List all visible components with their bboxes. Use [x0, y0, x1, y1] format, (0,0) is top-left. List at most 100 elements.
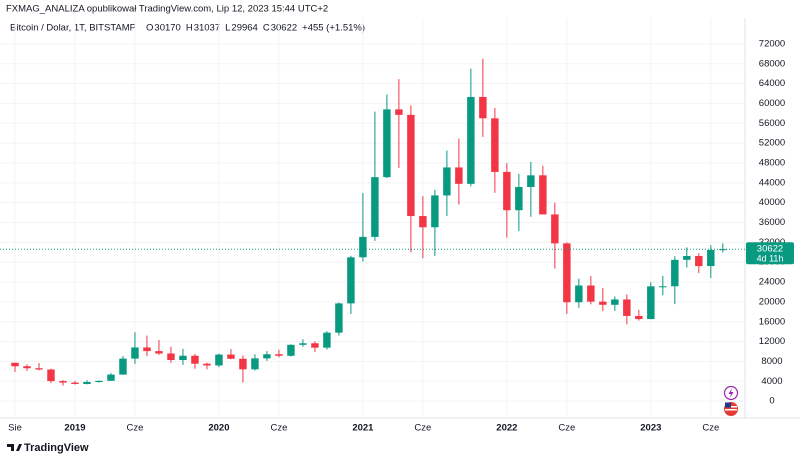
- candle-body: [695, 256, 703, 267]
- candle-body: [335, 303, 343, 333]
- y-tick-label: 44000: [759, 177, 785, 188]
- candle-body: [83, 381, 91, 384]
- header: FXMAG_ANALIZA opublikował TradingView.co…: [6, 4, 328, 15]
- y-tick-label: 64000: [759, 78, 785, 89]
- legend-key: O: [146, 23, 153, 34]
- x-tick-label: Cze: [414, 423, 431, 434]
- candle-body: [611, 299, 619, 305]
- x-tick-label: 2021: [352, 423, 374, 434]
- candle-body: [479, 96, 487, 119]
- candle-body: [71, 382, 79, 384]
- candle-body: [371, 177, 379, 237]
- candle-body: [443, 167, 451, 196]
- candle-body: [563, 243, 571, 303]
- logo-text: TradingView: [24, 442, 89, 454]
- y-tick-label: 24000: [759, 277, 785, 288]
- candle-body: [359, 236, 367, 258]
- candle-body: [347, 257, 355, 304]
- countdown: 4d 11h: [757, 254, 784, 264]
- candle-body: [311, 343, 319, 348]
- candle-body: [59, 381, 67, 383]
- y-tick-label: 40000: [759, 197, 785, 208]
- candle-body: [143, 347, 151, 352]
- candle-body: [635, 315, 643, 320]
- y-tick-label: 4000: [761, 376, 782, 387]
- candle-body: [491, 118, 499, 172]
- candle-body: [263, 354, 271, 359]
- y-tick-label: 48000: [759, 157, 785, 168]
- flag-stripe: [725, 409, 737, 411]
- candle-body: [527, 175, 535, 187]
- candle-body: [95, 380, 103, 382]
- candle-body: [179, 355, 187, 360]
- x-tick-label: 2023: [640, 423, 661, 434]
- y-tick-label: 72000: [759, 38, 785, 49]
- candle-body: [383, 109, 391, 178]
- last-price-label: 30622: [757, 244, 783, 255]
- candle-body: [719, 249, 727, 251]
- y-tick-label: 8000: [761, 356, 782, 367]
- candle-body: [407, 114, 415, 217]
- candle-body: [539, 175, 547, 215]
- candle-body: [503, 171, 511, 211]
- candle-body: [467, 96, 475, 184]
- legend-value: 30622: [271, 23, 297, 34]
- candle-body: [575, 285, 583, 303]
- symbol: Bitcoin / Dolar, 1T, BITSTAMP: [10, 23, 136, 34]
- candle-body: [455, 167, 463, 184]
- y-tick-label: 16000: [759, 316, 785, 327]
- legend-key: H: [186, 23, 193, 34]
- candle-body: [251, 358, 259, 370]
- candle-body: [419, 216, 427, 228]
- x-tick-label: Cze: [127, 423, 144, 434]
- candle-body: [35, 368, 43, 370]
- candle-body: [227, 354, 235, 359]
- candle-body: [167, 353, 175, 360]
- candle-body: [239, 358, 247, 370]
- candle-body: [131, 347, 139, 359]
- candle-body: [119, 358, 127, 375]
- candle-body: [275, 354, 283, 356]
- icons: [723, 385, 739, 416]
- lightning-glyph: [728, 388, 734, 398]
- y-tick-label: 36000: [759, 217, 785, 228]
- y-tick-label: 56000: [759, 118, 785, 129]
- candle-body: [107, 374, 115, 381]
- x-tick-label: 2020: [208, 423, 229, 434]
- candle-body: [515, 186, 523, 211]
- y-tick-label: 20000: [759, 296, 785, 307]
- y-tick-label: 52000: [759, 138, 785, 149]
- candle-body: [551, 214, 559, 244]
- candle-body: [683, 256, 691, 260]
- legend-value: 29964: [231, 23, 257, 34]
- candle-body: [287, 344, 295, 356]
- legend: Bitcoin / Dolar, 1T, BITSTAMP O 30170 H 310…: [10, 23, 365, 34]
- legend-change: +455 (+1.51%): [302, 23, 365, 34]
- x-tick-label: 2022: [496, 423, 517, 434]
- logo: TradingView: [7, 442, 89, 454]
- y-tick-label: 12000: [759, 336, 785, 347]
- candle-body: [191, 355, 199, 364]
- x-tick-label: Cze: [702, 423, 719, 434]
- x-tick-label: Cze: [270, 423, 287, 434]
- candle-body: [671, 259, 679, 287]
- legend-value: 30170: [154, 23, 180, 34]
- candle-body: [623, 299, 631, 316]
- candle-body: [11, 362, 19, 367]
- logo-icon: [7, 444, 22, 451]
- candle-body: [587, 285, 595, 302]
- candle-body: [155, 351, 163, 354]
- y-tick-label: 0: [769, 396, 774, 407]
- candle-body: [299, 343, 307, 345]
- x-tick-label: Cze: [558, 423, 575, 434]
- flag-canton: [725, 402, 731, 408]
- legend-key: L: [225, 23, 230, 34]
- candle-body: [707, 249, 715, 267]
- x-tick-label: 2019: [64, 423, 85, 434]
- legend-value: 31037: [194, 23, 220, 34]
- candle-body: [431, 195, 439, 228]
- candle-body: [395, 109, 403, 115]
- candle-body: [23, 366, 31, 369]
